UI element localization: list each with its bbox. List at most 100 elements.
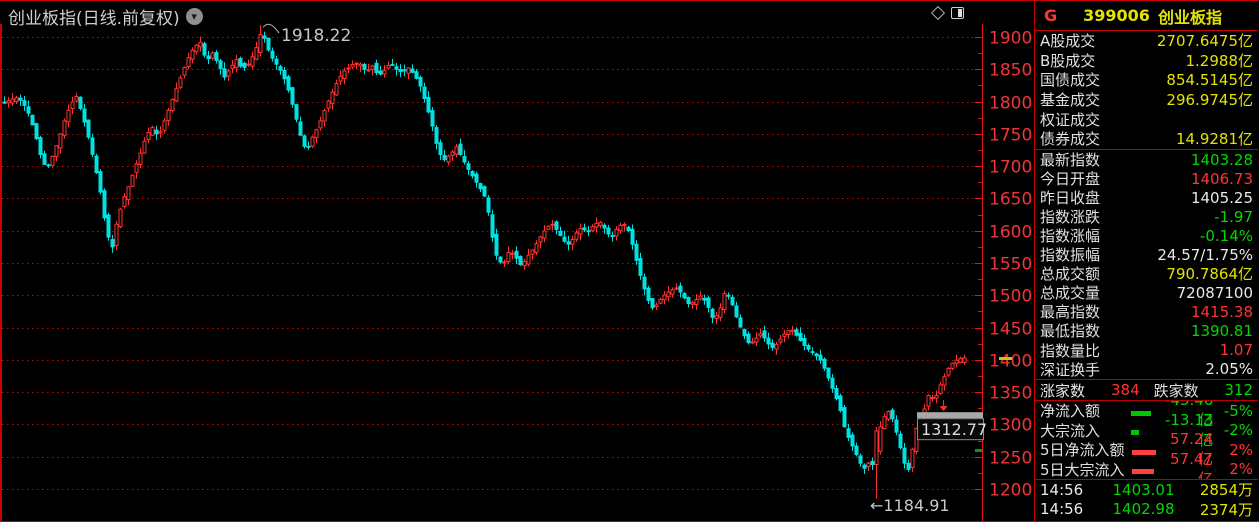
- market-row-value: 296.9745亿: [1166, 91, 1253, 110]
- tick-time: 14:56: [1040, 520, 1102, 521]
- index-row: 最低指数 1390.81: [1035, 321, 1258, 341]
- market-row-label: 债券成交: [1040, 130, 1101, 149]
- stock-code: 399006: [1083, 6, 1150, 25]
- flow-value: -13.13亿: [1164, 410, 1214, 449]
- flow-pct: -2%: [1223, 421, 1253, 440]
- candlestick-chart-region[interactable]: 创业板指(日线.前复权) ▾ 1900 1850 1800 1750 1700 1650 1…: [0, 0, 1034, 522]
- index-row-label: 总成交量: [1040, 284, 1101, 303]
- svg-text:1500: 1500: [989, 287, 1032, 307]
- market-row-value: 14.9281亿: [1175, 130, 1253, 149]
- index-row: 最高指数 1415.38: [1035, 302, 1258, 322]
- flow-value: 57.47亿: [1170, 449, 1213, 480]
- flow-bar: [1131, 430, 1140, 436]
- index-row-value: 1405.25: [1190, 188, 1253, 207]
- index-row-label: 最高指数: [1040, 303, 1101, 322]
- index-row: 今日开盘 1406.73: [1035, 169, 1258, 189]
- market-row-value: 1.2988亿: [1185, 51, 1254, 70]
- chart-canvas[interactable]: 1900 1850 1800 1750 1700 1650 1600 1550 1500 1450…: [0, 0, 1034, 522]
- index-row: 总成交额 790.7864亿: [1035, 264, 1258, 283]
- index-row-value: 1.07: [1219, 340, 1253, 359]
- flow-row: 大宗流入 -13.13亿 -2%: [1035, 411, 1258, 449]
- chevron-down-icon[interactable]: ▾: [185, 8, 203, 25]
- flow-bar: [1132, 449, 1156, 455]
- down-count-value: 312: [1224, 381, 1253, 399]
- tick-price: 1402.98: [1112, 500, 1175, 519]
- market-row-value: 854.5145亿: [1166, 71, 1253, 90]
- peak-arrow-icon: [262, 23, 280, 34]
- index-row-label: 指数振幅: [1040, 246, 1101, 265]
- quote-side-panel: G 399006 创业板指 A股成交 2707.6475亿 B股成交 1.2988亿国…: [1034, 1, 1259, 521]
- peak-price-label: 1918.22: [281, 26, 351, 46]
- flow-label: 净流入额: [1040, 402, 1101, 421]
- index-row-value: 24.57/1.75%: [1157, 245, 1253, 264]
- index-row-label: 最新指数: [1040, 151, 1101, 170]
- trough-price-label: ←1184.91: [870, 496, 950, 515]
- flow-label: 5日大宗流入: [1040, 460, 1125, 479]
- index-row-value: 790.7864亿: [1166, 265, 1253, 284]
- index-row-label: 最低指数: [1040, 322, 1101, 341]
- level-price-label: 1312.77: [921, 420, 987, 439]
- index-row-value: 1390.81: [1190, 321, 1253, 340]
- svg-text:1450: 1450: [989, 320, 1032, 340]
- level-label-box: [917, 418, 984, 441]
- index-row-value: -0.14%: [1199, 226, 1253, 245]
- index-quote-section: 最新指数 1403.28 今日开盘 1406.73 昨日收盘 1405.25 指数涨跌 -1.…: [1035, 150, 1258, 380]
- tick-price: 1402.98: [1102, 520, 1185, 521]
- svg-text:1400: 1400: [989, 352, 1032, 372]
- level-marker-bar[interactable]: [917, 412, 983, 419]
- chart-toolbar: [930, 5, 964, 21]
- flow-pct: -5%: [1223, 401, 1253, 420]
- index-row: 指数涨跌 -1.97: [1035, 207, 1258, 227]
- tick-volume: 2854万: [1199, 481, 1253, 500]
- index-row-label: 指数涨跌: [1040, 208, 1101, 227]
- diamond-icon[interactable]: [930, 5, 946, 21]
- index-row-label: 指数量比: [1040, 341, 1101, 360]
- svg-text:1750: 1750: [989, 126, 1032, 146]
- market-row: A股成交 2707.6475亿: [1035, 31, 1258, 51]
- flow-label: 大宗流入: [1040, 421, 1101, 440]
- index-row-label: 总成交额: [1040, 265, 1101, 284]
- flow-pct: 2%: [1229, 440, 1253, 459]
- market-row-label: A股成交: [1040, 32, 1096, 51]
- tick-row[interactable]: 14:56 1403.01 2854万: [1035, 480, 1258, 500]
- tick-price: 1403.01: [1112, 480, 1175, 499]
- market-row-label: B股成交: [1040, 51, 1096, 70]
- price-axis: 1900 1850 1800 1750 1700 1650 1600 1550 1500 1450…: [975, 24, 1032, 522]
- index-row-value: 2.05%: [1205, 360, 1253, 379]
- market-turnover-section: A股成交 2707.6475亿 B股成交 1.2988亿国债成交 854.5145亿基金…: [1035, 31, 1258, 150]
- up-count-value: 384: [1111, 381, 1140, 399]
- index-row-value: 1415.38: [1190, 302, 1253, 321]
- money-flow-section: 净流入额 -43.46亿 -5% 大宗流入 -13.13亿 -2% 5日净流入额 57.24亿…: [1035, 401, 1258, 480]
- flow-pct: 2%: [1229, 460, 1253, 479]
- index-row: 总成交量 72087100: [1035, 283, 1258, 303]
- flow-value: 57.24亿: [1170, 430, 1213, 469]
- down-count-label: 跌家数: [1153, 381, 1199, 400]
- svg-text:1350: 1350: [989, 384, 1032, 404]
- down-arrow-icon: [939, 406, 948, 412]
- svg-text:1700: 1700: [989, 158, 1032, 178]
- index-row: 深证换手 2.05%: [1035, 360, 1258, 379]
- svg-text:1300: 1300: [989, 416, 1032, 436]
- index-row: 指数涨幅 -0.14%: [1035, 226, 1258, 246]
- up-count-label: 涨家数: [1040, 381, 1086, 400]
- market-row: 国债成交 854.5145亿: [1035, 70, 1258, 90]
- market-row-label: 国债成交: [1040, 71, 1101, 90]
- svg-text:1200: 1200: [989, 481, 1032, 501]
- market-row: 债券成交 14.9281亿: [1035, 129, 1258, 149]
- panel-layout-icon[interactable]: [951, 7, 964, 19]
- flow-row: 5日大宗流入 57.47亿 2%: [1035, 450, 1258, 479]
- market-row-label: 基金成交: [1040, 91, 1101, 110]
- last-price-marker: [999, 357, 1012, 360]
- tick-time: 14:56: [1040, 500, 1084, 519]
- svg-text:1850: 1850: [989, 61, 1032, 81]
- index-row-label: 深证换手: [1040, 360, 1101, 379]
- index-row-label: 昨日收盘: [1040, 189, 1101, 208]
- index-row-value: -1.97: [1214, 207, 1253, 226]
- index-row-label: 指数涨幅: [1040, 227, 1101, 246]
- svg-text:1800: 1800: [989, 94, 1032, 114]
- quote-header[interactable]: G 399006 创业板指: [1035, 1, 1258, 31]
- market-row: 权证成交: [1035, 109, 1258, 129]
- chart-title-text: 创业板指(日线.前复权): [8, 9, 180, 29]
